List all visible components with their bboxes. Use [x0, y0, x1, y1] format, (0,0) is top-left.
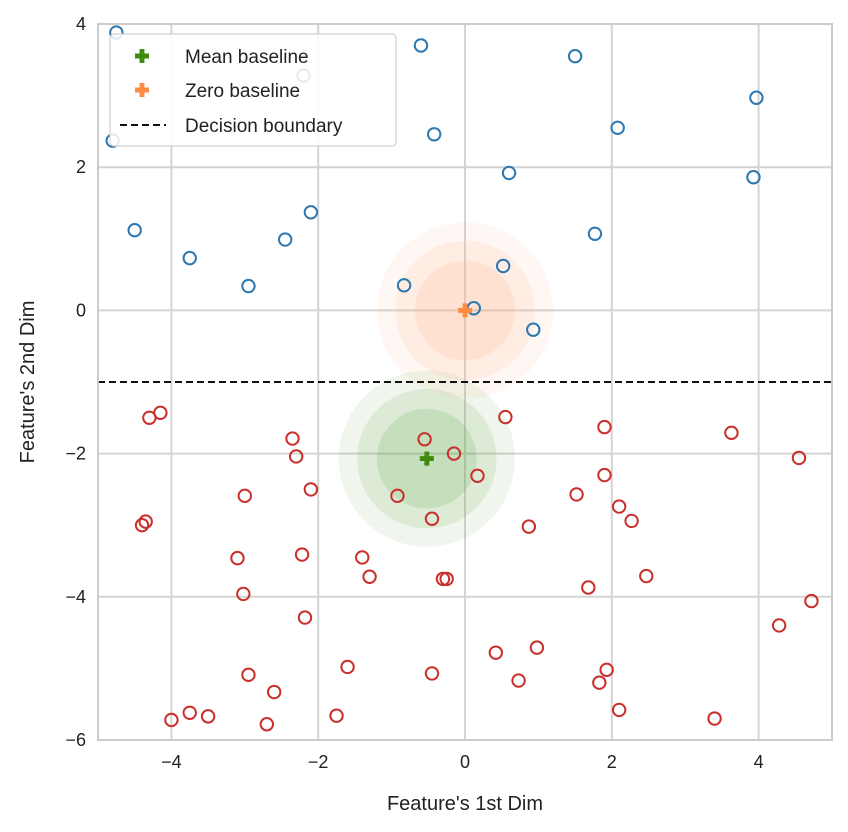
legend-zero-marker — [135, 83, 149, 97]
lower-class-point — [597, 419, 612, 435]
x-tick-label: −2 — [308, 752, 329, 772]
lower-class-point — [134, 518, 150, 533]
lower-class-point — [611, 702, 627, 718]
legend: Mean baseline Zero baseline Decision bou… — [109, 33, 397, 147]
lower-class-point — [424, 666, 440, 681]
lower-class-point — [329, 708, 344, 723]
y-tick-label: −2 — [65, 444, 86, 464]
upper-class-point — [303, 205, 319, 220]
y-tick-label: 4 — [76, 14, 86, 34]
upper-class-point — [746, 170, 761, 185]
lower-class-point — [303, 482, 319, 497]
upper-class-point — [610, 120, 625, 136]
upper-class-point — [277, 232, 293, 247]
lower-class-point — [138, 514, 153, 529]
lower-class-point — [521, 519, 537, 534]
legend-item-mean: Mean baseline — [135, 47, 309, 68]
x-tick-label: −4 — [161, 752, 182, 772]
lower-class-point — [804, 593, 819, 609]
lower-class-point — [771, 618, 787, 633]
baseline-marker — [419, 451, 434, 466]
lower-class-point — [639, 568, 654, 584]
lower-class-point — [230, 550, 245, 566]
legend-mean-marker — [135, 49, 149, 63]
lower-class-point — [237, 488, 253, 504]
y-tick-label: −4 — [65, 587, 86, 607]
lower-class-point — [182, 705, 197, 720]
upper-class-point — [241, 278, 256, 294]
upper-class-point — [749, 90, 764, 105]
lower-class-point — [417, 432, 432, 447]
lower-class-point — [153, 405, 168, 420]
lower-class-point — [285, 431, 300, 446]
lower-class-point — [362, 569, 377, 584]
upper-class-point — [413, 38, 429, 53]
upper-class-point — [587, 226, 603, 241]
lower-class-point — [488, 645, 504, 660]
lower-class-point — [791, 450, 807, 466]
lower-class-point — [236, 586, 251, 602]
lower-class-point — [624, 513, 639, 529]
lower-class-point — [581, 580, 596, 595]
lower-class-point — [470, 468, 485, 483]
lower-class-point — [597, 467, 612, 483]
x-axis-label: Feature's 1st Dim — [387, 793, 543, 815]
upper-class-point — [426, 127, 442, 142]
data-points — [105, 25, 819, 732]
legend-mean-label: Mean baseline — [185, 47, 309, 68]
upper-class-point — [501, 165, 517, 181]
lower-class-point — [340, 659, 355, 675]
plot-area — [97, 23, 833, 741]
lower-class-point — [294, 547, 310, 562]
upper-class-point — [567, 49, 583, 64]
lower-class-point — [390, 488, 405, 504]
y-tick-label: 2 — [76, 157, 86, 177]
lower-class-point — [241, 667, 256, 683]
lower-class-point — [288, 449, 304, 464]
lower-class-point — [424, 511, 440, 526]
lower-class-point — [592, 675, 607, 690]
y-tick-label: 0 — [76, 300, 86, 320]
upper-class-point — [495, 258, 511, 274]
y-axis-label: Feature's 2nd Dim — [17, 301, 39, 464]
lower-class-point — [498, 409, 513, 425]
lower-class-point — [529, 640, 545, 655]
lower-class-point — [707, 711, 722, 726]
lower-class-point — [569, 487, 584, 502]
x-tick-label: 0 — [460, 752, 470, 772]
upper-class-point — [182, 250, 197, 266]
upper-class-point — [526, 322, 541, 337]
lower-class-point — [435, 571, 451, 587]
legend-zero-label: Zero baseline — [185, 81, 300, 102]
plot-frame — [97, 23, 833, 741]
lower-class-point — [724, 425, 739, 441]
lower-class-point — [259, 717, 275, 732]
baseline-markers — [419, 303, 472, 466]
lower-class-point — [611, 499, 627, 514]
lower-class-point — [355, 550, 370, 565]
lower-class-point — [297, 610, 313, 625]
tick-labels: −4 −2 0 2 4 −6 −4 −2 0 2 4 — [65, 14, 763, 772]
y-tick-label: −6 — [65, 730, 86, 750]
lower-class-point — [511, 673, 526, 688]
lower-class-point — [164, 712, 179, 728]
x-tick-label: 2 — [607, 752, 617, 772]
x-tick-label: 4 — [754, 752, 764, 772]
legend-item-boundary: Decision boundary — [120, 116, 343, 137]
upper-class-point — [127, 223, 142, 238]
legend-item-zero: Zero baseline — [135, 81, 300, 102]
upper-class-point — [396, 278, 412, 293]
lower-class-point — [446, 446, 462, 461]
lower-class-point — [200, 709, 216, 724]
lower-class-point — [439, 571, 454, 587]
baseline-marker — [458, 303, 472, 318]
lower-class-point — [266, 684, 282, 700]
legend-boundary-label: Decision boundary — [185, 116, 343, 137]
legend-box — [109, 33, 397, 147]
lower-class-point — [599, 662, 614, 678]
